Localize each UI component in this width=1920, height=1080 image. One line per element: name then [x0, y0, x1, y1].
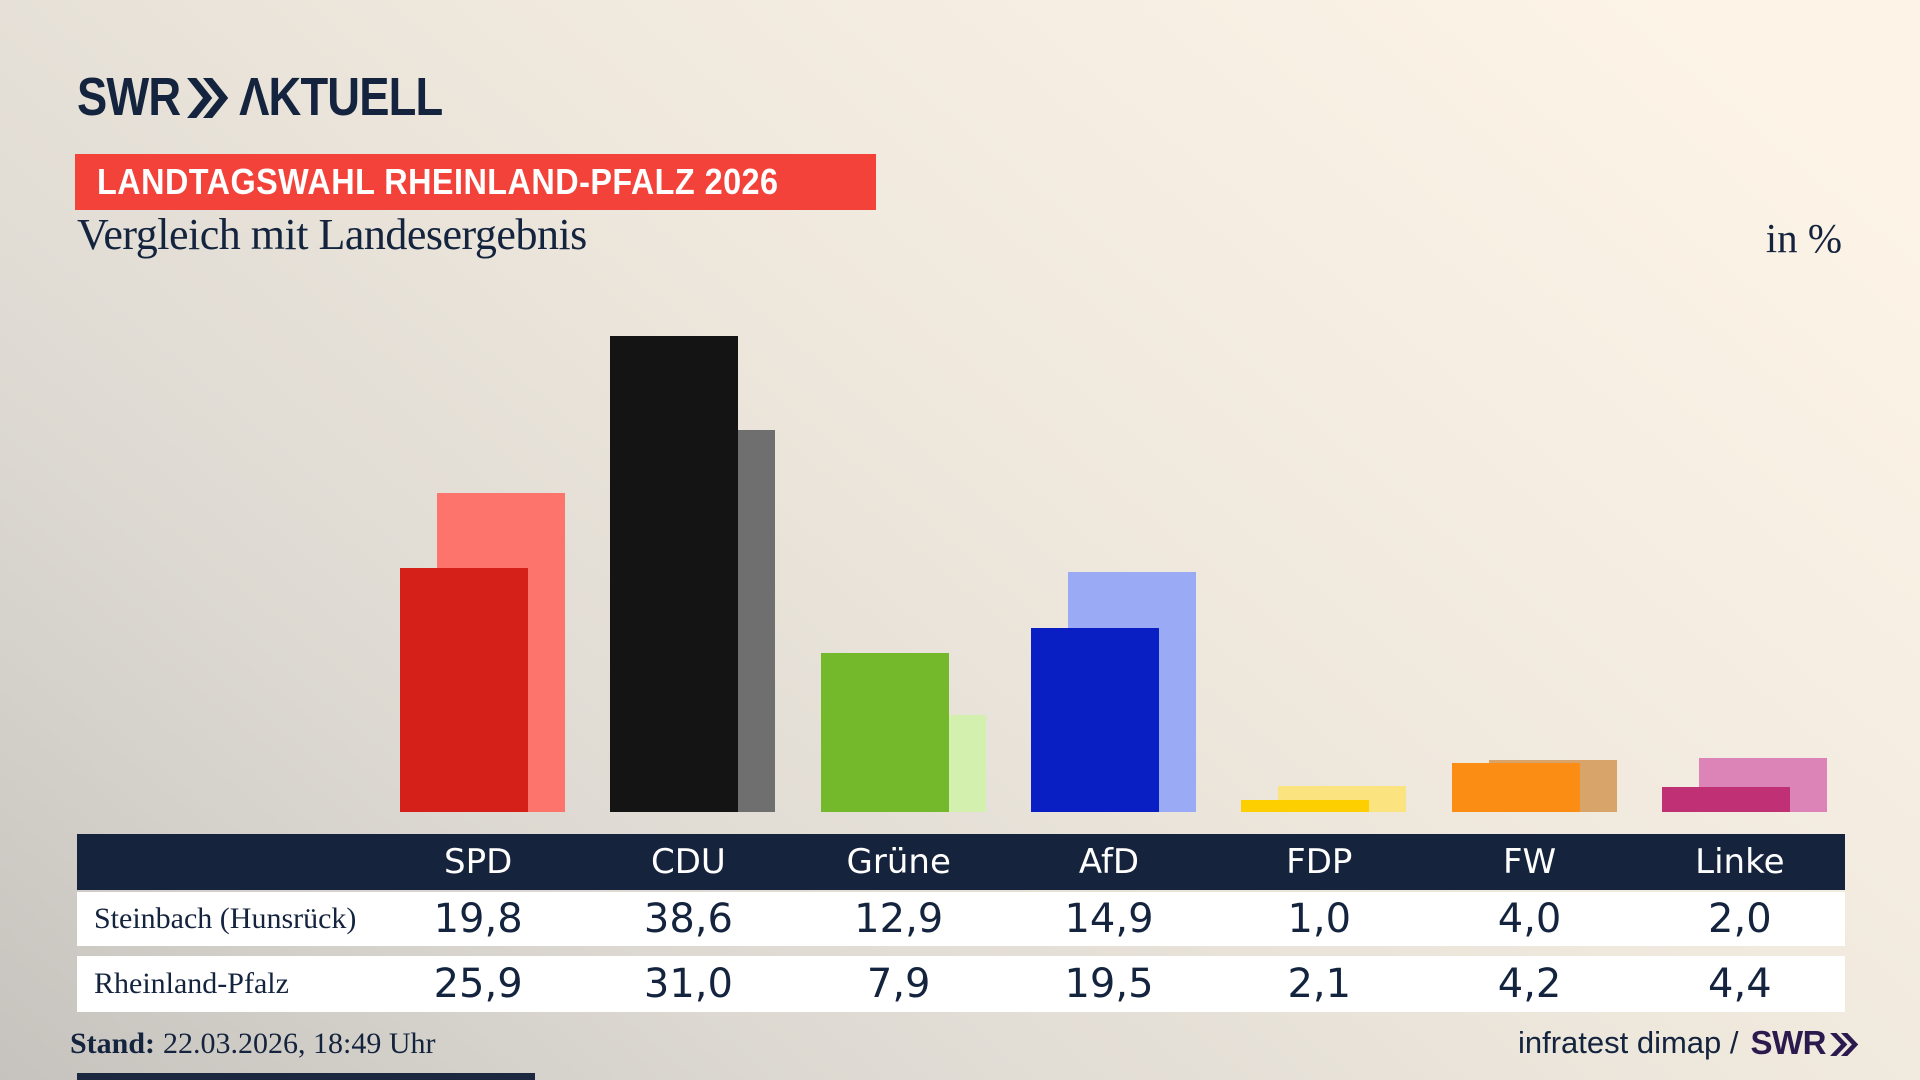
- value-cell-afd: 19,5: [1064, 961, 1154, 1007]
- bar-fw-foreground: [1452, 763, 1580, 812]
- value-cell-spd: 19,8: [433, 896, 523, 942]
- bar-fdp-foreground: [1241, 800, 1369, 812]
- value-cell-fw: 4,2: [1497, 961, 1562, 1007]
- logo-brand-text: SWR: [77, 67, 181, 127]
- timestamp: Stand: 22.03.2026, 18:49 Uhr: [70, 1027, 436, 1061]
- party-header-fdp: FDP: [1286, 842, 1353, 882]
- party-header-afd: AfD: [1078, 842, 1140, 882]
- party-header-fw: FW: [1502, 842, 1557, 882]
- table-row-state: Rheinland-Pfalz 25,9 31,0 7,9 19,5 2,1 4,2 4,4: [77, 956, 1845, 1012]
- value-cell-fw: 4,0: [1497, 896, 1562, 942]
- unit-label: in %: [1765, 215, 1842, 261]
- swr-aktuell-logo: SWR ΛKTUELL: [77, 67, 443, 127]
- election-badge: LANDTAGSWAHL RHEINLAND-PFALZ 2026: [75, 154, 877, 210]
- value-cell-fdp: 1,0: [1287, 896, 1352, 942]
- table-header-corner: [77, 834, 373, 890]
- value-cell-linke: 4,4: [1708, 961, 1772, 1007]
- timestamp-value: 22.03.2026, 18:49 Uhr: [163, 1027, 436, 1060]
- value-cell-afd: 14,9: [1064, 896, 1154, 942]
- row-label: Rheinland-Pfalz: [94, 967, 289, 1000]
- bar-linke-foreground: [1662, 787, 1790, 812]
- party-header-cdu: CDU: [651, 842, 726, 882]
- value-cell-grüne: 12,9: [854, 896, 944, 942]
- logo-double-chevron-icon: [187, 78, 229, 118]
- table-row-local: Steinbach (Hunsrück) 19,8 38,6 12,9 14,9 1,0 4…: [77, 892, 1845, 946]
- row-label: Steinbach (Hunsrück): [94, 902, 357, 935]
- attribution-chevron-icon: [1830, 1033, 1859, 1056]
- results-table: SPD CDU Grüne AfD FDP FW Linke Steinbach (Hunsr…: [77, 834, 1845, 1012]
- table-header-row: SPD CDU Grüne AfD FDP FW Linke: [77, 834, 1845, 890]
- value-cell-cdu: 38,6: [643, 896, 733, 942]
- bar-cdu-foreground: [610, 336, 738, 812]
- party-header-linke: Linke: [1695, 842, 1785, 882]
- timestamp-label: Stand:: [70, 1027, 156, 1060]
- attribution-text: infratest dimap /: [1517, 1025, 1739, 1060]
- value-cell-cdu: 31,0: [643, 961, 733, 1007]
- bar-afd-foreground: [1031, 628, 1159, 812]
- footer: Stand: 22.03.2026, 18:49 Uhr infratest di…: [70, 1024, 1860, 1062]
- value-cell-fdp: 2,1: [1287, 961, 1352, 1007]
- attribution-brand: SWR: [1751, 1024, 1861, 1062]
- bar-grüne-foreground: [821, 653, 949, 812]
- party-header-grüne: Grüne: [846, 842, 951, 882]
- election-badge-text: LANDTAGSWAHL RHEINLAND-PFALZ 2026: [97, 161, 779, 202]
- value-cell-linke: 2,0: [1708, 896, 1772, 942]
- chart-title: Vergleich mit Landesergebnis: [77, 210, 587, 259]
- logo-suffix-text: ΛKTUELL: [239, 67, 443, 127]
- bar-spd-foreground: [400, 568, 528, 812]
- attribution: infratest dimap / SWR: [1518, 1024, 1860, 1062]
- value-cell-spd: 25,9: [433, 961, 523, 1007]
- bottom-strip: [77, 1073, 535, 1080]
- value-cell-grüne: 7,9: [866, 961, 931, 1007]
- party-header-spd: SPD: [444, 842, 513, 882]
